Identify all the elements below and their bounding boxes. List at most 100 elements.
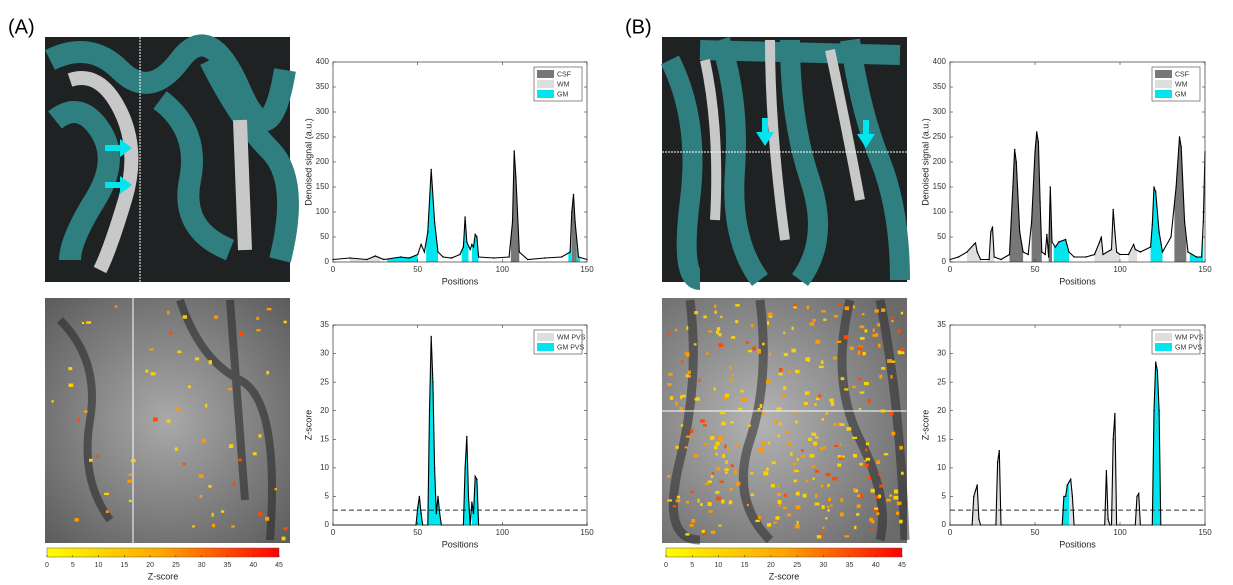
overlay-dot <box>856 494 861 498</box>
overlay-dot <box>686 353 690 357</box>
data-point <box>1022 251 1024 253</box>
overlay-dot <box>778 372 783 376</box>
overlay-dot <box>883 453 889 456</box>
overlay-dot <box>128 499 132 503</box>
overlay-dot <box>694 311 698 315</box>
overlay-dot <box>813 441 818 446</box>
overlay-dot <box>816 397 820 401</box>
data-point <box>978 518 980 520</box>
legend-swatch <box>1155 343 1172 351</box>
overlay-dot <box>708 510 713 513</box>
overlay-dot <box>806 479 809 483</box>
overlay-dot <box>815 469 820 473</box>
data-point <box>1085 256 1087 258</box>
data-point <box>1044 253 1046 256</box>
data-point <box>1112 208 1114 211</box>
overlay-dot <box>283 320 287 324</box>
legend-label: GM PVS <box>1175 344 1203 351</box>
y-tick-label: 250 <box>316 132 330 141</box>
data-point <box>1013 148 1016 151</box>
y-tick-label: 10 <box>937 463 946 472</box>
overlay-dot <box>750 493 755 497</box>
overlay-dot <box>811 465 816 468</box>
y-tick-label: 200 <box>933 157 947 166</box>
overlay-dot <box>690 490 694 493</box>
data-point <box>1127 253 1130 256</box>
overlay-dot <box>821 418 825 421</box>
y-tick-label: 300 <box>933 107 947 116</box>
axes-box <box>332 61 588 263</box>
data-point <box>577 256 580 258</box>
overlay-dot <box>252 452 257 456</box>
overlay-dot <box>897 350 901 355</box>
y-tick-label: 30 <box>320 349 329 358</box>
overlay-dot <box>89 458 93 462</box>
overlay-dot <box>816 535 822 539</box>
data-point <box>1107 518 1109 520</box>
overlay-dot <box>274 487 278 491</box>
overlay-dot <box>808 437 812 441</box>
overlay-dot <box>700 419 705 423</box>
overlay-dot <box>875 333 879 337</box>
overlay-dot <box>795 420 798 424</box>
overlay-dot <box>893 495 899 500</box>
overlay-dot <box>783 352 788 357</box>
overlay-dot <box>175 407 181 411</box>
overlay-dot <box>787 442 792 446</box>
overlay-dot <box>859 462 863 466</box>
overlay-dot <box>875 495 881 499</box>
data-point <box>471 243 473 246</box>
overlay-dot <box>704 482 710 485</box>
overlay-dot <box>716 327 721 331</box>
overlay-dot <box>77 417 80 422</box>
overlay-dot <box>857 346 863 350</box>
overlay-dot <box>806 305 810 310</box>
data-point <box>428 410 431 412</box>
data-point <box>1119 253 1121 256</box>
overlay-dot <box>804 391 810 395</box>
overlay-dot <box>881 308 886 312</box>
legend-swatch <box>1155 333 1172 341</box>
x-tick-label: 50 <box>413 265 422 274</box>
overlay-dot <box>876 460 881 464</box>
overlay-dot <box>818 394 822 398</box>
data-point <box>1170 236 1172 238</box>
overlay-dot <box>833 477 838 481</box>
data-point <box>1183 221 1186 223</box>
data-point <box>1139 251 1142 253</box>
overlay-dot <box>667 499 672 502</box>
arrow <box>857 120 875 148</box>
overlay-dot <box>697 498 700 503</box>
overlay-dot <box>266 307 272 311</box>
overlay-dot <box>782 506 787 509</box>
overlay-dot <box>809 322 815 326</box>
overlay-dot <box>684 352 690 355</box>
x-tick-label: 0 <box>331 265 336 274</box>
data-point <box>988 258 990 261</box>
tissue-fill <box>1062 482 1069 525</box>
legend-label: WM <box>1175 81 1188 88</box>
overlay-dot <box>829 398 834 402</box>
overlay-dot <box>675 499 681 503</box>
data-point <box>1068 251 1070 253</box>
data-point <box>543 257 546 259</box>
overlay-dot <box>865 448 868 452</box>
y-tick-label: 100 <box>933 207 947 216</box>
overlay-dot <box>862 351 866 356</box>
overlay-dot <box>838 303 843 306</box>
data-point <box>1115 251 1118 253</box>
colorbar-tick-label: 15 <box>741 562 749 569</box>
y-tick-label: 50 <box>937 232 946 241</box>
overlay-dot <box>204 403 208 408</box>
overlay-dot <box>258 434 262 438</box>
overlay-dot <box>843 335 849 340</box>
overlay-dot <box>231 525 235 528</box>
overlay-dot <box>811 432 817 436</box>
overlay-dot <box>762 450 765 454</box>
overlay-dot <box>686 374 691 378</box>
data-point <box>1066 484 1069 486</box>
overlay-dot <box>796 520 799 525</box>
data-point <box>408 257 410 259</box>
overlay-dot <box>667 333 671 337</box>
